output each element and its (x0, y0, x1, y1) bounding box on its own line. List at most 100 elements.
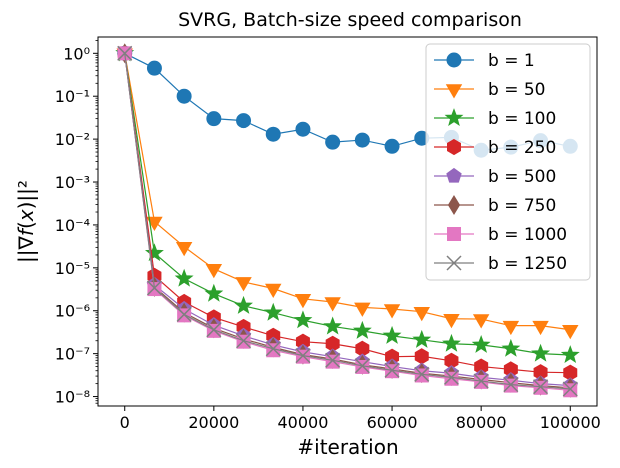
data-point (383, 304, 401, 319)
data-point (146, 216, 163, 232)
legend-item: b = 1000 (434, 225, 567, 245)
y-tick-label: 10⁻⁷ (55, 345, 90, 364)
data-point (325, 352, 341, 368)
legend-item: b = 500 (434, 167, 556, 187)
chart-title: SVRG, Batch-size speed comparison (178, 9, 522, 31)
data-point (354, 358, 370, 374)
series-b-250 (117, 45, 578, 381)
series-b-1250 (117, 45, 578, 397)
legend-label: b = 100 (488, 109, 556, 129)
data-point (176, 306, 192, 322)
x-tick-label: 60000 (367, 413, 418, 432)
data-point (443, 369, 459, 385)
y-tick-label: 10⁻³ (55, 173, 90, 192)
plot-frame (97, 36, 598, 407)
data-point (472, 314, 490, 329)
legend-item: b = 250 (434, 138, 556, 158)
data-point (144, 243, 164, 262)
legend-label: b = 1 (488, 51, 535, 71)
series-line (124, 53, 571, 331)
data-point (382, 325, 402, 344)
data-point (414, 366, 430, 382)
data-point (501, 338, 521, 357)
data-point (443, 314, 460, 329)
data-point (295, 121, 311, 137)
data-point (384, 138, 400, 154)
data-point (531, 343, 551, 362)
y-tick-label: 10⁻⁴ (55, 216, 90, 235)
y-axis-label: ||∇f(x)||² (14, 180, 38, 263)
data-point (414, 368, 429, 383)
data-point (235, 277, 252, 292)
series-line (124, 53, 571, 389)
legend-marker (446, 52, 462, 68)
data-point (563, 383, 578, 398)
data-point (354, 302, 371, 317)
legend-label: b = 500 (488, 167, 556, 187)
series-line (124, 53, 571, 390)
x-axis-label: #iteration (297, 435, 398, 459)
legend-label: b = 50 (488, 80, 545, 100)
data-point (532, 320, 549, 336)
plot-area (115, 43, 580, 398)
data-point (502, 320, 520, 336)
legend-marker (447, 138, 461, 156)
data-point (442, 333, 461, 352)
x-axis: 0 20000 40000 60000 80000 100000 (120, 406, 601, 432)
series-line (124, 53, 571, 356)
data-point (204, 283, 224, 302)
legend-item: b = 1 (434, 51, 535, 71)
data-point (265, 126, 281, 142)
legend-item: b = 750 (434, 195, 556, 216)
legend-marker (446, 167, 462, 183)
data-point (206, 111, 222, 127)
data-point (323, 316, 343, 335)
data-point (562, 325, 579, 340)
data-point (263, 302, 283, 321)
data-point (146, 280, 162, 296)
data-point (295, 348, 311, 364)
y-tick-label: 10⁻⁵ (55, 259, 90, 278)
data-point (174, 268, 194, 287)
x-tick-label: 80000 (456, 413, 507, 432)
legend-label: b = 750 (488, 196, 556, 216)
data-point (414, 348, 429, 365)
y-tick-label: 10⁻² (55, 130, 90, 149)
legend-marker (445, 84, 463, 99)
legend-marker (447, 227, 461, 241)
data-point (293, 310, 313, 329)
x-tick-label: 40000 (277, 413, 328, 432)
data-point (206, 322, 222, 338)
y-tick-label: 10⁻⁸ (55, 388, 90, 407)
data-point (325, 134, 341, 150)
x-tick-label: 0 (120, 413, 130, 432)
x-tick-label: 100000 (540, 413, 601, 432)
legend-box (425, 43, 591, 281)
data-point (117, 45, 133, 61)
series-line (124, 53, 571, 391)
data-point (471, 334, 491, 353)
legend-item: b = 1250 (434, 254, 567, 274)
data-point (562, 381, 578, 397)
data-point (384, 362, 400, 378)
legend-label: b = 250 (488, 138, 556, 158)
data-point (265, 341, 281, 357)
data-point (412, 329, 432, 348)
y-tick-label: 10⁰ (63, 44, 90, 63)
data-point (324, 297, 341, 312)
series-line (124, 53, 571, 387)
legend-marker (444, 108, 464, 127)
data-point (413, 306, 430, 322)
y-axis: 10⁰ 10⁻¹ 10⁻² 10⁻³ 10⁻⁴ 10⁻⁵ 10⁻⁶ 10⁻⁷ 10⁻⁸ (55, 39, 98, 407)
data-point (352, 320, 372, 339)
data-point (473, 373, 489, 389)
data-point (354, 132, 370, 148)
legend: b = 1 b = 50 b = 100 b = 250 b = 500 b = 750 b… (425, 43, 591, 281)
data-point (236, 333, 252, 349)
data-point (147, 282, 162, 297)
legend-item: b = 50 (434, 80, 545, 100)
data-point (503, 377, 519, 393)
y-tick-label: 10⁻⁶ (55, 302, 90, 321)
data-point (444, 371, 459, 386)
data-point (294, 294, 312, 309)
